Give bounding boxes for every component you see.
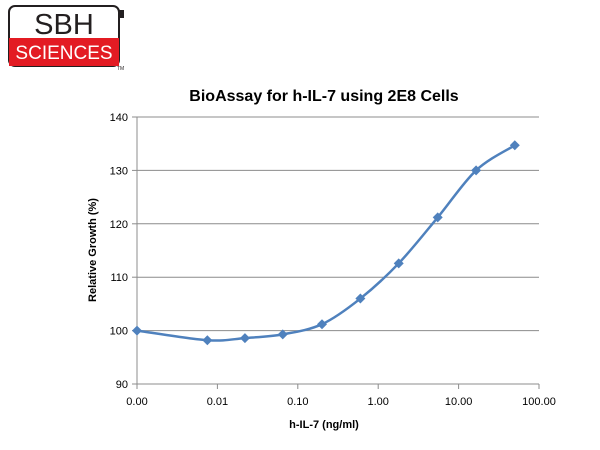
y-tick-label: 90 [116,379,128,391]
x-tick-label: 0.10 [287,396,308,408]
y-tick-label: 100 [110,326,128,338]
logo-tm-text: TM [117,66,124,70]
data-point-marker [202,335,213,346]
x-tick-labels: 0.00 0.01 0.10 1.00 10.00 100.00 [126,396,556,408]
chart-title: BioAssay for h-IL-7 using 2E8 Cells [189,88,459,105]
axes [136,117,540,389]
x-tick-label: 10.00 [445,396,473,408]
data-point-marker [471,165,482,176]
y-tick-label: 110 [110,272,128,284]
y-tick-label: 140 [110,112,128,124]
x-tick-label: 1.00 [367,396,388,408]
data-point-marker [132,325,142,336]
data-points [132,140,520,346]
data-point-marker [239,333,250,344]
x-axis-label: h-IL-7 (ng/ml) [289,419,359,431]
x-tick-label: 100.00 [522,396,556,408]
sbh-sciences-logo: SBH SCIENCES TM [8,5,124,70]
y-tick-labels: 90 100 110 120 130 140 [110,112,128,391]
data-point-marker [355,293,366,304]
data-point-marker [432,212,443,223]
data-point-marker [509,140,520,151]
y-axis-label: Relative Growth (%) [87,198,99,302]
y-tick-label: 130 [110,165,128,177]
data-point-marker [317,319,328,330]
logo-sbh-text: SBH [34,9,94,41]
y-tick-label: 120 [110,219,128,231]
gridlines [132,116,539,385]
series-line [136,144,516,342]
x-tick-label: 0.00 [126,396,147,408]
x-tick-label: 0.01 [207,396,228,408]
data-point-marker [393,258,404,269]
logo-sciences-text: SCIENCES [15,43,112,64]
data-point-marker [277,329,288,340]
